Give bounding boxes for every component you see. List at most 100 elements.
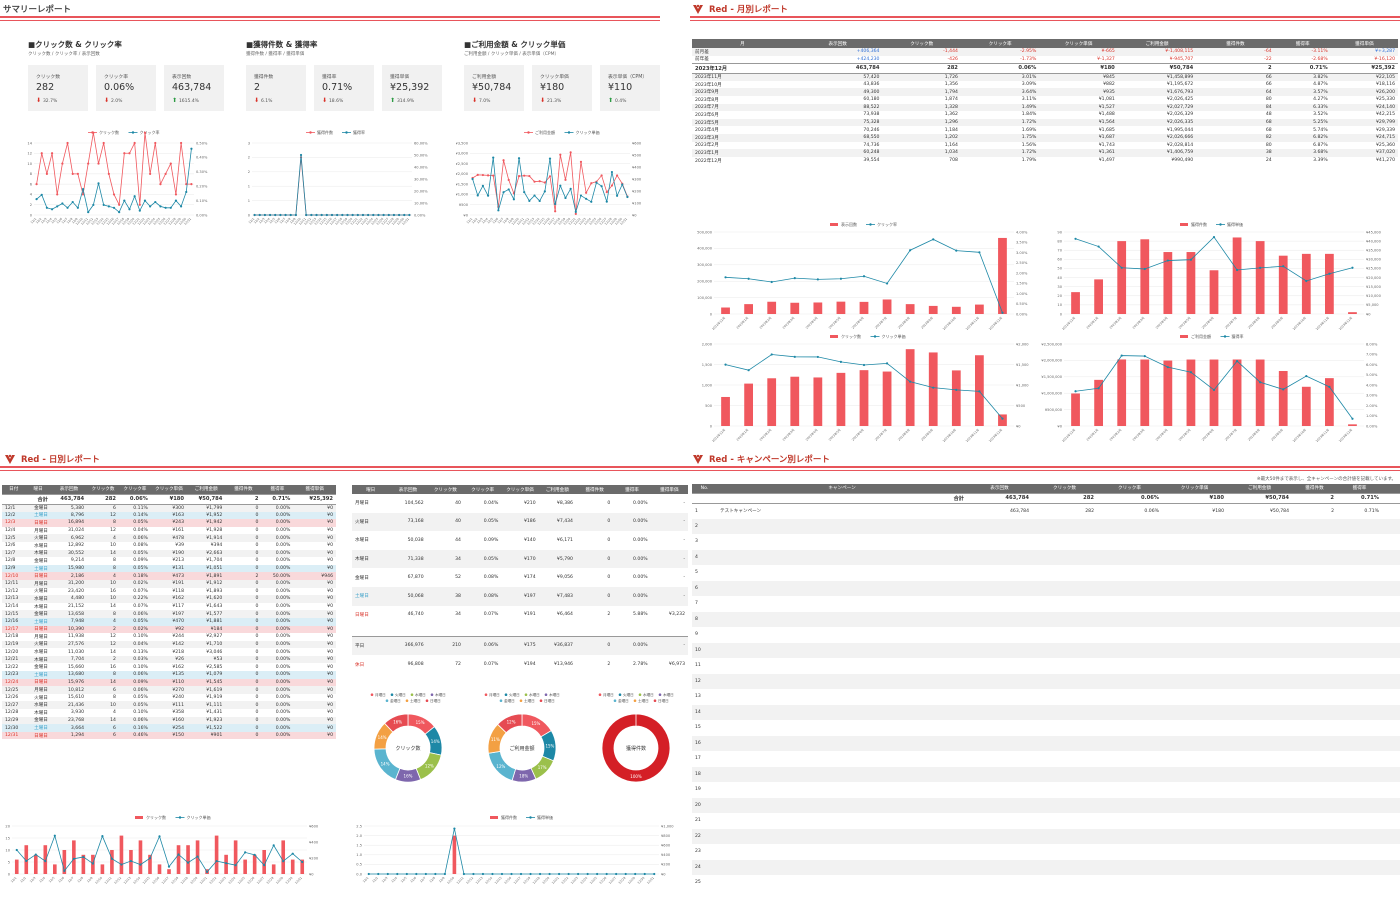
bar bbox=[1209, 359, 1219, 426]
point bbox=[502, 159, 505, 162]
x-tick-label: 12/23 bbox=[142, 217, 151, 226]
y-tick-left: 10 bbox=[1057, 303, 1062, 307]
cell bbox=[1382, 720, 1400, 736]
x-tick-label: 12/18 bbox=[552, 217, 561, 226]
legend-swatch bbox=[873, 335, 877, 338]
y-tick-left: ¥500 bbox=[459, 203, 469, 207]
cell: ¥2,026,666 bbox=[1117, 133, 1197, 142]
point bbox=[196, 855, 199, 858]
cell: 0 bbox=[225, 564, 262, 573]
cell: 土曜日 bbox=[25, 564, 51, 573]
cell: 10 bbox=[87, 595, 119, 603]
legend-label: 土曜日 bbox=[524, 698, 535, 703]
x-tick-label: 2023年10月 bbox=[941, 427, 957, 442]
point bbox=[45, 206, 49, 209]
cell bbox=[1227, 611, 1292, 627]
cell bbox=[1292, 828, 1337, 844]
point bbox=[533, 180, 536, 183]
y-tick-right: 5.00% bbox=[1366, 373, 1378, 377]
bar bbox=[24, 845, 29, 874]
cell: ¥2,026,335 bbox=[1117, 118, 1197, 127]
point bbox=[396, 872, 399, 876]
cell: 0.00% bbox=[261, 671, 294, 679]
point bbox=[387, 213, 390, 217]
cell: ¥1,881 bbox=[187, 617, 226, 626]
cell bbox=[1337, 565, 1382, 581]
y-tick-left: ¥1,000,000 bbox=[1041, 392, 1062, 396]
cell: ¥25,392 bbox=[1382, 503, 1400, 519]
table-row: 12/8 金曜日 9,214 8 0.09% ¥213 ¥1,704 0 0.00% ¥0 bbox=[2, 557, 336, 565]
cell: 2023年12月 bbox=[692, 62, 793, 74]
cell bbox=[1097, 751, 1162, 767]
point bbox=[626, 195, 629, 199]
point bbox=[481, 173, 485, 177]
y-tick-left: 0.5 bbox=[356, 863, 362, 867]
cell: 土曜日 bbox=[25, 724, 51, 732]
cell: ¥0 bbox=[293, 549, 336, 558]
legend-swatch bbox=[370, 693, 374, 696]
bar bbox=[859, 370, 869, 426]
cell: ¥1,919 bbox=[206, 695, 223, 701]
kpi-card: 獲得単価 ¥25,392 ⬆ 314.9% bbox=[382, 65, 442, 111]
cell: 0 bbox=[255, 528, 259, 534]
bar bbox=[290, 859, 295, 874]
table-row: 18 bbox=[692, 766, 1400, 782]
bar bbox=[1232, 359, 1242, 426]
kpi-label: 獲得率 bbox=[322, 75, 337, 80]
legend-swatch bbox=[484, 693, 488, 696]
cell: ¥191 bbox=[150, 579, 188, 588]
table-row: 12/16 土曜日 7,948 4 0.05% ¥470 ¥1,881 0 0.00% ¥0 bbox=[2, 617, 336, 626]
cell: 23,768 bbox=[50, 716, 88, 725]
y-tick-left: 1,500 bbox=[702, 363, 713, 367]
x-tick-label: 12/31 bbox=[401, 217, 410, 226]
x-tick-label: 12/11 bbox=[516, 217, 525, 226]
cell: 金曜日 bbox=[34, 665, 48, 671]
point bbox=[169, 162, 172, 165]
point bbox=[605, 191, 608, 194]
point bbox=[1351, 266, 1354, 269]
x-tick-label: 12/1 bbox=[10, 876, 18, 884]
cell: 2 bbox=[87, 625, 119, 634]
cell: ¥-665 bbox=[1039, 48, 1118, 56]
cell: 67,870 bbox=[407, 575, 424, 581]
table-row: 16 bbox=[692, 735, 1400, 751]
bar bbox=[81, 854, 86, 874]
table-row: 12/1 金曜日 5,380 6 0.11% ¥300 ¥1,799 0 0.00% ¥0 bbox=[2, 504, 336, 512]
x-tick-label: 12/27 bbox=[608, 876, 617, 885]
x-tick-label: 2023年6月 bbox=[850, 315, 865, 330]
kpi-label: クリック率 bbox=[104, 75, 128, 80]
kpi-delta: ⬇ 6.1% bbox=[254, 97, 272, 104]
cell: 土曜日 bbox=[25, 511, 51, 520]
cell: ¥25,392 bbox=[293, 493, 336, 505]
cell: 2023年3月 bbox=[692, 133, 793, 142]
cell bbox=[967, 782, 1032, 798]
cell: ¥53 bbox=[187, 655, 226, 664]
cell: 0.00% bbox=[261, 731, 294, 740]
point bbox=[118, 203, 121, 206]
cell bbox=[1292, 875, 1337, 891]
cell bbox=[717, 627, 967, 643]
cell: 0 bbox=[255, 588, 259, 594]
table-row: 12/2 土曜日 8,796 12 0.14% ¥163 ¥1,952 0 0.00% ¥0 bbox=[2, 511, 336, 520]
legend-swatch bbox=[830, 335, 838, 338]
x-tick-label: 12/5 bbox=[486, 217, 494, 225]
kpi-delta-value: 6.1% bbox=[260, 99, 273, 104]
x-tick-label: 12/12 bbox=[85, 217, 94, 226]
point bbox=[955, 388, 958, 391]
point bbox=[600, 185, 603, 188]
cell: ¥0 bbox=[293, 686, 336, 694]
cell: 0.05% bbox=[133, 695, 148, 701]
table-row: 21 bbox=[692, 813, 1400, 829]
bar bbox=[138, 840, 143, 874]
cell bbox=[1292, 859, 1337, 875]
x-tick-label: 12/18 bbox=[334, 217, 343, 226]
cell: - bbox=[650, 636, 688, 656]
cell: ¥25,330 bbox=[1376, 97, 1395, 103]
slice-label: 15% bbox=[545, 743, 554, 748]
cell bbox=[1097, 782, 1162, 798]
row-label: 前年差 bbox=[695, 57, 709, 63]
cell: -64 bbox=[1196, 48, 1275, 56]
arrow-up-icon: ⬆ bbox=[608, 97, 615, 104]
x-tick-label: 12/2 bbox=[471, 217, 479, 225]
kpi-value: ¥180 bbox=[540, 82, 565, 93]
